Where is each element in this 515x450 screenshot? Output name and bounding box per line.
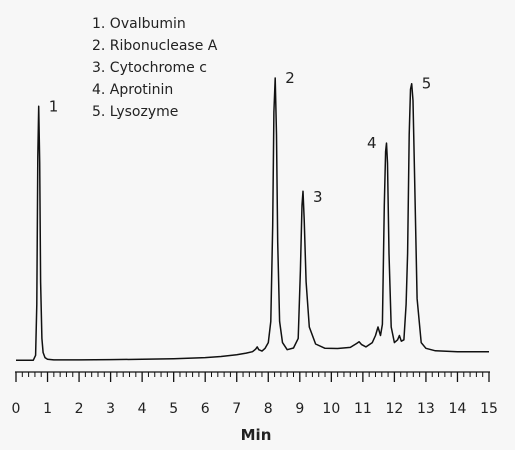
- x-tick-label: 5: [169, 401, 178, 417]
- peak-label-5: 5: [422, 75, 432, 93]
- x-tick-label: 15: [480, 401, 498, 417]
- x-tick-label: 0: [12, 401, 21, 417]
- legend-entry-3: 3. Cytochrome c: [92, 60, 207, 76]
- x-tick-label: 11: [354, 401, 372, 417]
- x-tick-label: 6: [201, 401, 210, 417]
- legend-entry-5: 5. Lysozyme: [92, 104, 178, 120]
- peak-label-3: 3: [313, 188, 323, 206]
- chromatogram-trace: [16, 77, 489, 361]
- x-axis: 0 1 2 3 4 5 6 7 8 9 10 11 12 13 14 15: [12, 371, 498, 417]
- x-tick-label: 8: [264, 401, 273, 417]
- x-tick-label: 13: [417, 401, 435, 417]
- peak-label-2: 2: [285, 69, 295, 87]
- x-tick-label: 3: [106, 401, 115, 417]
- legend-entry-2: 2. Ribonuclease A: [92, 38, 218, 54]
- x-tick-label: 2: [75, 401, 84, 417]
- x-axis-label: Min: [241, 426, 272, 444]
- peak-label-1: 1: [49, 97, 59, 115]
- legend: 1. Ovalbumin 2. Ribonuclease A 3. Cytoch…: [92, 16, 218, 120]
- x-tick-label: 1: [43, 401, 52, 417]
- x-tick-label: 4: [138, 401, 147, 417]
- legend-entry-4: 4. Aprotinin: [92, 82, 173, 98]
- x-tick-label: 10: [322, 401, 340, 417]
- x-tick-label: 9: [295, 401, 304, 417]
- peak-labels: 1 2 3 4 5: [49, 69, 432, 206]
- x-tick-label: 12: [385, 401, 403, 417]
- peak-label-4: 4: [367, 134, 377, 152]
- x-tick-label: 7: [232, 401, 241, 417]
- x-tick-label: 14: [449, 401, 467, 417]
- legend-entry-1: 1. Ovalbumin: [92, 16, 186, 32]
